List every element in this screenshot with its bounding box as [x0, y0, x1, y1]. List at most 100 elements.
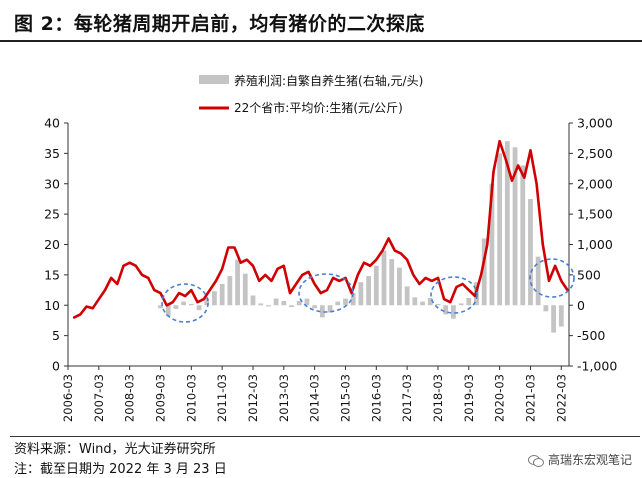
profit-bar — [250, 295, 256, 306]
right-tick-label: 3,000 — [577, 116, 613, 131]
chart: 养殖利润:自繁自养生猪(右轴,元/头) 22个省市:平均价:生猪(元/公斤) 0… — [44, 73, 617, 422]
profit-bar — [204, 297, 210, 306]
left-tick-label: 10 — [44, 298, 60, 313]
profit-bar — [327, 305, 333, 313]
profit-bar — [389, 259, 395, 306]
profit-bar — [158, 305, 163, 309]
right-tick-label: 500 — [577, 267, 601, 282]
profit-bar — [397, 267, 402, 306]
profit-bar — [312, 305, 318, 309]
profit-bar — [319, 305, 325, 318]
highlight-circle-2014 — [298, 273, 354, 313]
profit-bar — [435, 304, 441, 306]
profit-bar — [458, 303, 464, 306]
right-tick-label: 0 — [577, 298, 585, 313]
right-tick-label: -1,000 — [577, 359, 617, 374]
title-rule — [0, 40, 642, 42]
profit-bar — [165, 305, 171, 317]
legend-swatch-bar — [199, 75, 229, 84]
right-tick-label: 2,500 — [577, 146, 613, 161]
x-tick-label: 2014-03 — [308, 374, 322, 422]
profit-bar — [212, 291, 217, 306]
x-tick-label: 2009-03 — [153, 374, 167, 422]
profit-bar — [258, 303, 264, 306]
right-tick-label: 1,500 — [577, 207, 613, 222]
x-tick-label: 2010-03 — [184, 374, 198, 422]
watermark: 高瑞东宏观笔记 — [527, 451, 632, 468]
profit-bar — [504, 141, 510, 306]
profit-bar — [520, 165, 526, 306]
x-tick-label: 2006-03 — [61, 374, 75, 422]
profit-bar — [335, 301, 341, 306]
profit-bar — [304, 298, 310, 306]
profit-bar — [181, 301, 187, 306]
right-tick-label: 2,000 — [577, 176, 613, 191]
bar-series — [158, 141, 564, 333]
left-tick-label: 25 — [44, 207, 60, 222]
watermark-text: 高瑞东宏观笔记 — [547, 453, 632, 467]
x-tick-label: 2008-03 — [123, 374, 137, 422]
profit-bar — [381, 250, 387, 306]
x-tick-label: 2015-03 — [338, 374, 352, 422]
profit-bar — [235, 259, 240, 306]
profit-bar — [227, 276, 233, 306]
profit-bar — [543, 305, 549, 312]
left-tick-label: 0 — [52, 359, 60, 374]
x-tick-label: 2017-03 — [400, 374, 414, 422]
x-tick-label: 2011-03 — [215, 374, 229, 422]
profit-bar — [366, 276, 371, 306]
legend-label-bar: 养殖利润:自繁自养生猪(右轴,元/头) — [234, 73, 423, 88]
wechat-icon — [527, 454, 544, 467]
profit-bar — [196, 305, 202, 311]
profit-bar — [535, 256, 541, 306]
left-tick-label: 5 — [52, 328, 60, 343]
profit-bar — [266, 305, 271, 307]
profit-bar — [296, 300, 302, 306]
left-tick-label: 35 — [44, 146, 60, 161]
date-note: 注：截至日期为 2022 年 3 月 23 日 — [14, 462, 227, 477]
highlight-circle-2009 — [161, 283, 209, 323]
x-tick-group: 2006-03 2007-03 2008-03 2009-03 2010-03 2011-… — [61, 366, 568, 422]
x-tick-label: 2020-03 — [493, 374, 507, 422]
profit-bar — [466, 297, 472, 306]
left-tick-label: 30 — [44, 176, 60, 191]
profit-bar — [497, 153, 503, 306]
profit-bar — [281, 300, 287, 306]
profit-bar — [242, 273, 248, 306]
profit-bar — [350, 293, 356, 306]
left-tick-label: 40 — [44, 116, 60, 131]
profit-bar — [551, 305, 556, 333]
footer-rule — [10, 436, 640, 437]
profit-bar — [481, 238, 487, 306]
highlight-circle-2022 — [529, 258, 575, 298]
profit-bar — [420, 301, 425, 306]
x-tick-label: 2021-03 — [523, 374, 537, 422]
right-tick-label: -500 — [577, 328, 605, 343]
x-tick-label: 2013-03 — [277, 374, 291, 422]
legend-label-line: 22个省市:平均价:生猪(元/公斤) — [234, 100, 403, 115]
profit-bar — [373, 265, 379, 306]
x-tick-label: 2018-03 — [431, 374, 445, 422]
profit-bar — [528, 198, 533, 306]
x-tick-label: 2022-03 — [554, 374, 568, 422]
profit-bar — [412, 297, 418, 306]
profit-bar — [188, 304, 194, 306]
line-series — [72, 139, 569, 319]
source-note: 资料来源：Wind，光大证券研究所 — [14, 442, 216, 457]
profit-bar — [173, 305, 179, 309]
left-tick-label: 20 — [44, 237, 60, 252]
profit-bar — [358, 282, 364, 306]
profit-bar — [450, 305, 456, 319]
left-tick-group: 0 5 10 15 20 25 30 35 40 — [44, 116, 68, 374]
right-tick-group: -1,000 -500 0 500 1,000 1,500 2,000 2,500 3,000 — [569, 116, 617, 374]
profit-bar — [427, 297, 433, 306]
profit-bar — [219, 283, 225, 306]
profit-bar — [273, 298, 279, 306]
profit-bar — [558, 305, 564, 327]
profit-bar — [404, 286, 410, 306]
profit-bar — [512, 147, 518, 306]
x-tick-label: 2016-03 — [369, 374, 383, 422]
x-tick-label: 2019-03 — [462, 374, 476, 422]
profit-bar — [489, 183, 495, 306]
profit-bar — [343, 298, 348, 306]
